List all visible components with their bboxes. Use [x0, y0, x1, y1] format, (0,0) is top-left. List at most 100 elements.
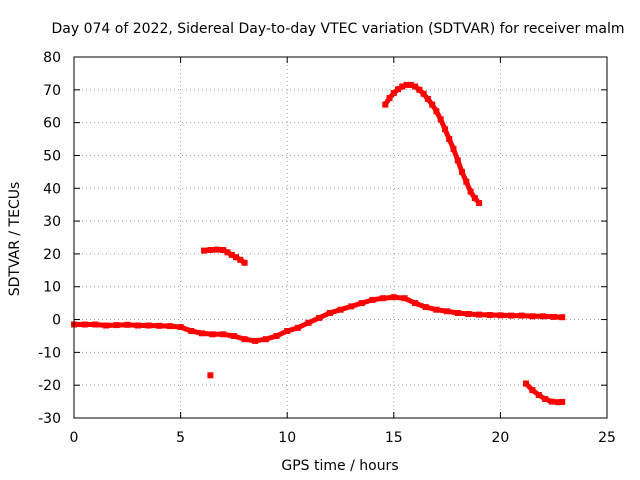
axis-ticks: 0 5 10 15 20 25 -30 -20 -10 0 10 20 30 40 50 60 70 80 [38, 50, 616, 446]
data-point [471, 195, 478, 202]
data-point [177, 324, 184, 331]
data-point [188, 328, 195, 334]
data-point [555, 399, 561, 406]
data-point [407, 81, 414, 88]
y-tick-label: -30 [38, 411, 61, 427]
data-point [201, 247, 208, 254]
data-point [529, 387, 536, 394]
grid [74, 57, 607, 418]
data-point [412, 83, 419, 90]
data-point [535, 392, 542, 398]
data-point [113, 322, 120, 329]
data-point [103, 322, 109, 329]
series-3 [207, 372, 214, 379]
data-point [92, 321, 99, 328]
data-point [399, 83, 406, 90]
series-0 [71, 294, 566, 344]
data-point [429, 101, 436, 108]
y-tick-label: 0 [52, 313, 61, 329]
data-series [71, 81, 566, 406]
x-tick-label: 0 [70, 430, 79, 446]
data-point [241, 259, 248, 266]
data-point [224, 249, 231, 256]
data-point [156, 322, 163, 329]
data-point [220, 247, 227, 253]
data-point [326, 310, 333, 316]
data-point [237, 256, 244, 263]
chart-title: Day 074 of 2022, Sidereal Day-to-day VTE… [52, 21, 625, 37]
data-point [454, 157, 461, 164]
data-point [124, 321, 131, 328]
x-tick-label: 20 [491, 430, 509, 446]
data-point [390, 90, 397, 97]
data-point [220, 331, 227, 338]
data-point [273, 333, 280, 339]
data-point [518, 312, 525, 319]
data-point [386, 95, 393, 101]
x-tick-label: 15 [385, 430, 403, 446]
data-point [508, 312, 515, 319]
data-point [241, 336, 248, 343]
data-point [262, 336, 269, 343]
y-tick-label: 50 [43, 148, 61, 164]
data-point [459, 168, 465, 175]
y-tick-label: 70 [43, 83, 61, 99]
data-point [316, 314, 323, 321]
data-point [198, 330, 205, 337]
data-point [403, 81, 410, 88]
data-point [550, 313, 557, 320]
data-point [437, 116, 444, 123]
data-point [213, 246, 220, 253]
data-point [284, 328, 291, 334]
data-point [523, 380, 529, 387]
data-point [395, 86, 402, 93]
data-point [401, 295, 408, 302]
y-tick-label: 60 [43, 116, 61, 132]
data-point [446, 136, 453, 142]
data-point [422, 304, 429, 311]
data-point [135, 322, 141, 329]
data-point [166, 323, 173, 330]
data-point [230, 333, 237, 339]
plot-frame [73, 56, 608, 419]
data-point [424, 96, 431, 102]
data-point [540, 313, 546, 320]
data-point [145, 322, 152, 329]
data-point [465, 311, 472, 317]
data-point [420, 90, 427, 97]
data-point [337, 306, 344, 313]
data-point [81, 321, 88, 328]
data-point [463, 178, 470, 185]
data-point [358, 300, 365, 307]
data-point [433, 108, 440, 115]
data-point [433, 306, 440, 313]
x-axis-label: GPS time / hours [281, 458, 398, 474]
data-point [348, 303, 355, 310]
y-tick-label: 40 [43, 181, 61, 197]
data-point [454, 310, 461, 316]
data-point [207, 247, 214, 253]
series-4 [523, 380, 566, 406]
data-point [207, 372, 214, 379]
data-point [228, 251, 235, 258]
data-point [233, 254, 239, 261]
data-point [305, 319, 312, 326]
data-point [369, 296, 376, 303]
data-point [467, 188, 474, 195]
data-point [412, 300, 419, 307]
data-point [294, 324, 301, 331]
data-point [542, 396, 549, 402]
data-point [450, 145, 457, 152]
data-point [497, 312, 504, 319]
data-point [209, 331, 216, 338]
x-tick-label: 25 [598, 430, 616, 446]
y-tick-label: 30 [43, 214, 61, 230]
y-tick-label: -20 [38, 378, 61, 394]
x-tick-label: 5 [176, 430, 185, 446]
data-point [548, 398, 555, 405]
data-point [559, 314, 566, 321]
data-point [476, 200, 483, 206]
y-tick-label: 80 [43, 50, 61, 66]
data-point [529, 313, 536, 320]
